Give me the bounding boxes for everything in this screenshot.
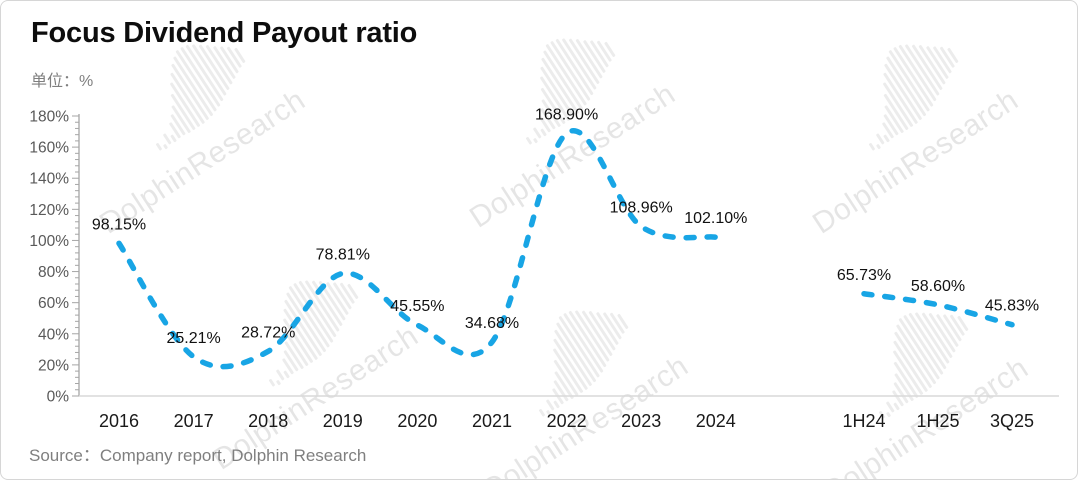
- y-axis-tick-label: 160%: [29, 140, 69, 157]
- x-axis-label: 2018: [248, 411, 288, 431]
- data-point-label: 45.55%: [390, 298, 444, 315]
- y-axis-tick-label: 100%: [29, 233, 69, 250]
- data-point-label: 45.83%: [985, 298, 1039, 315]
- data-point-label: 58.60%: [911, 278, 965, 295]
- y-axis-tick-label: 20%: [38, 357, 69, 374]
- y-axis-tick-label: 40%: [38, 326, 69, 343]
- data-point-label: 65.73%: [837, 267, 891, 284]
- x-axis-label: 2024: [696, 411, 736, 431]
- y-axis-tick-label: 140%: [29, 171, 69, 188]
- y-axis-tick-label: 60%: [38, 295, 69, 312]
- data-point-label: 168.90%: [535, 106, 598, 123]
- payout-ratio-series-line: [116, 128, 719, 370]
- data-point-label: 28.72%: [241, 324, 295, 341]
- data-point-label: 108.96%: [610, 200, 673, 217]
- x-axis-label: 2021: [472, 411, 512, 431]
- x-axis-label: 2019: [323, 411, 363, 431]
- data-point-label: 78.81%: [316, 246, 370, 263]
- data-point-label: 98.15%: [92, 216, 146, 233]
- x-axis-label: 2016: [99, 411, 139, 431]
- x-axis-label: 1H25: [916, 411, 959, 431]
- x-axis-label: 2017: [174, 411, 214, 431]
- x-axis-label: 2020: [397, 411, 437, 431]
- x-axis-label: 2023: [621, 411, 661, 431]
- x-axis-label: 2022: [547, 411, 587, 431]
- y-axis-tick-label: 180%: [29, 109, 69, 126]
- unit-label: 单位：%: [31, 73, 94, 90]
- chart-title: Focus Dividend Payout ratio: [31, 17, 418, 49]
- y-axis-tick-label: 0%: [47, 389, 70, 406]
- x-axis-label: 1H24: [842, 411, 885, 431]
- data-point-label: 25.21%: [166, 330, 220, 347]
- y-axis-tick-label: 120%: [29, 202, 69, 219]
- source-note: Source：Company report, Dolphin Research: [29, 446, 367, 465]
- y-axis-tick-label: 80%: [38, 264, 69, 281]
- data-point-label: 34.68%: [465, 315, 519, 332]
- payout-ratio-series-line: [861, 291, 1015, 328]
- data-point-label: 102.10%: [684, 210, 747, 227]
- x-axis-label: 3Q25: [990, 411, 1034, 431]
